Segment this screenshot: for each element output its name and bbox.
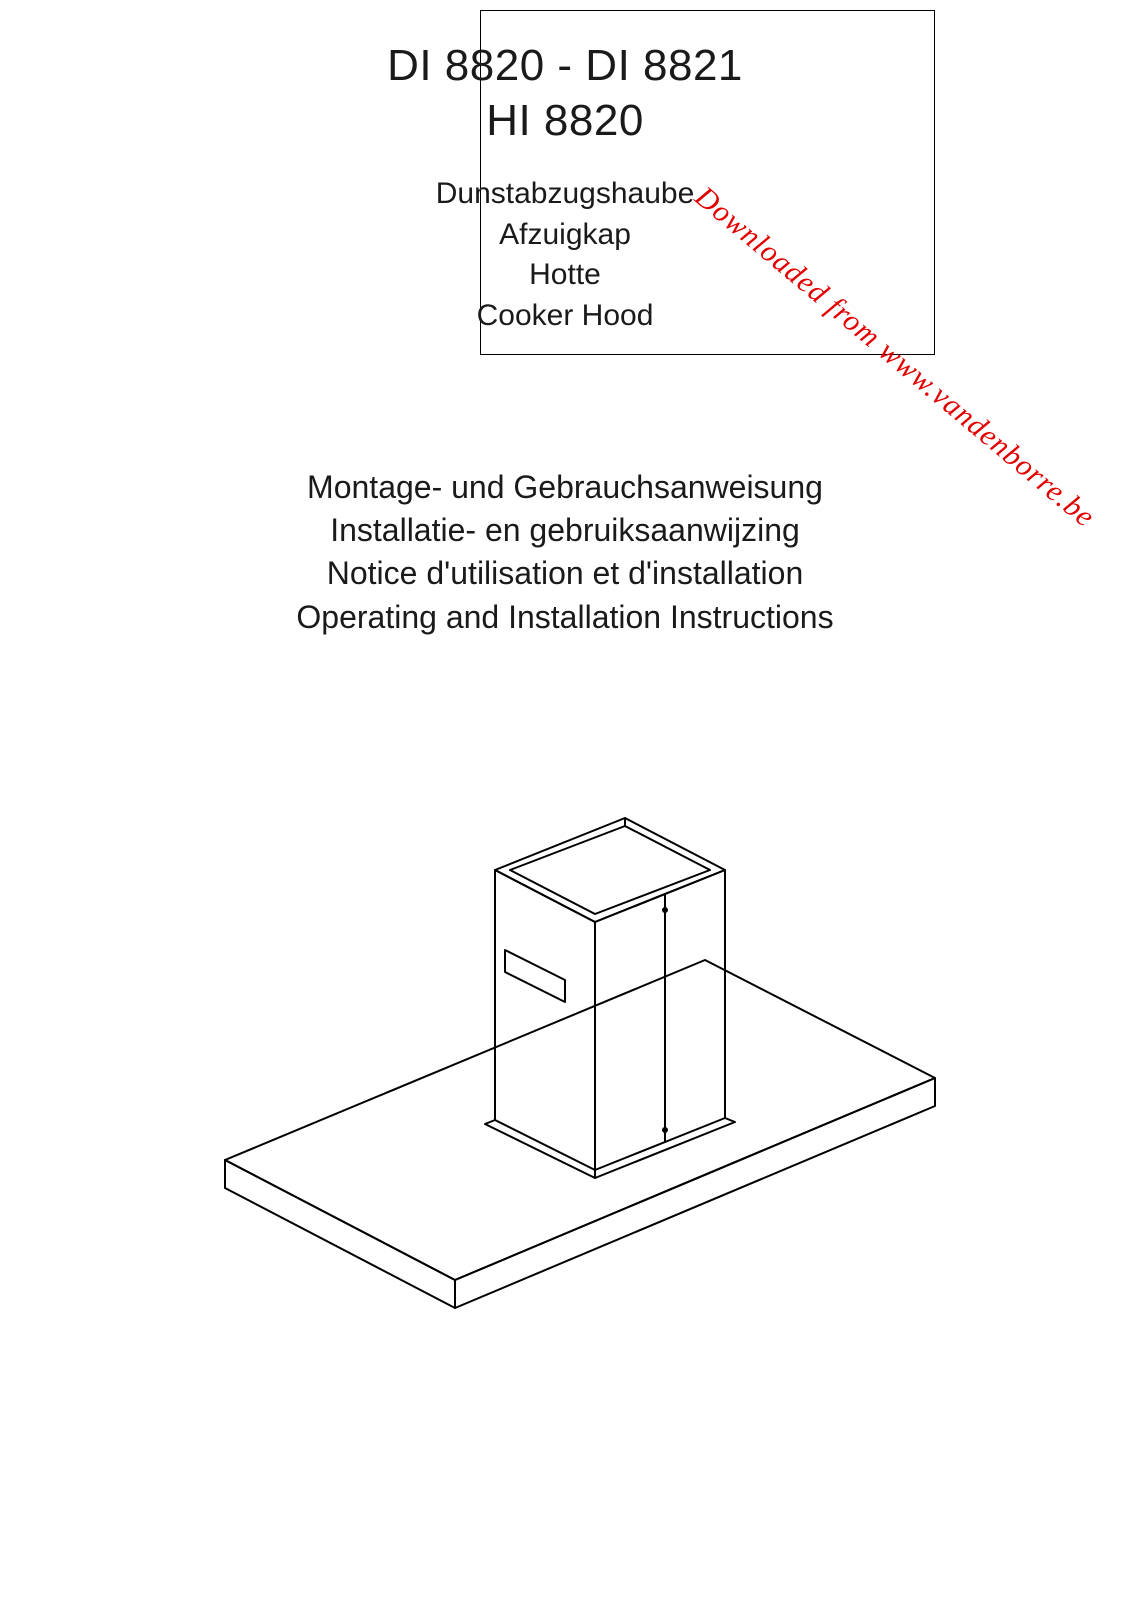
instruction-fr: Notice d'utilisation et d'installation	[0, 552, 1130, 595]
model-line-1: DI 8820 - DI 8821	[0, 38, 1130, 93]
model-line-2: HI 8820	[0, 93, 1130, 148]
page: DI 8820 - DI 8821 HI 8820 Dunstabzugshau…	[0, 0, 1130, 1600]
product-diagram	[165, 790, 965, 1350]
product-name-fr: Hotte	[0, 255, 1130, 296]
instructions-block: Montage- und Gebrauchsanweisung Installa…	[0, 466, 1130, 639]
instruction-de: Montage- und Gebrauchsanweisung	[0, 466, 1130, 509]
instruction-nl: Installatie- en gebruiksaanwijzing	[0, 509, 1130, 552]
instruction-en: Operating and Installation Instructions	[0, 596, 1130, 639]
title-block: DI 8820 - DI 8821 HI 8820 Dunstabzugshau…	[0, 38, 1130, 336]
cooker-hood-icon	[165, 790, 965, 1350]
product-name-en: Cooker Hood	[0, 296, 1130, 337]
product-name-nl: Afzuigkap	[0, 215, 1130, 256]
product-names: Dunstabzugshaube Afzuigkap Hotte Cooker …	[0, 174, 1130, 336]
product-name-de: Dunstabzugshaube	[0, 174, 1130, 215]
